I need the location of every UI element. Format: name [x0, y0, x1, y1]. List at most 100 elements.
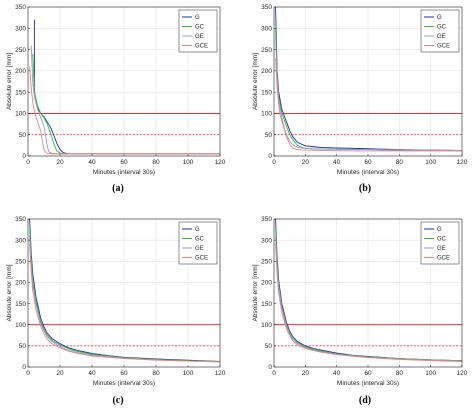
y-tick-label: 0	[22, 364, 26, 371]
panel-label: (a)	[112, 183, 124, 194]
series-line-gce	[275, 58, 462, 152]
x-tick-label: 0	[272, 159, 276, 166]
y-tick-label: 300	[15, 25, 26, 32]
y-tick-label: 200	[15, 68, 26, 75]
x-tick-label: 100	[425, 159, 436, 166]
y-tick-label: 50	[265, 132, 273, 139]
legend-label-gce: GCE	[437, 256, 450, 262]
legend-label-g: G	[437, 227, 442, 233]
y-tick-label: 200	[261, 280, 272, 287]
y-tick-label: 100	[261, 322, 272, 329]
x-tick-label: 40	[88, 370, 96, 377]
series-line-g	[275, 7, 462, 151]
x-tick-label: 20	[302, 159, 310, 166]
x-tick-label: 120	[215, 370, 226, 377]
y-tick-label: 100	[15, 322, 26, 329]
legend-label-gc: GC	[437, 25, 447, 31]
y-tick-label: 0	[268, 364, 272, 371]
x-axis-label: Minutes (interval 30s)	[337, 380, 399, 387]
legend-label-ge: GE	[195, 34, 204, 40]
x-tick-label: 80	[152, 370, 160, 377]
y-tick-label: 350	[261, 216, 272, 223]
y-tick-label: 50	[19, 132, 27, 139]
x-tick-label: 60	[364, 370, 372, 377]
legend-label-gc: GC	[437, 237, 447, 243]
x-tick-label: 80	[152, 159, 160, 166]
x-tick-label: 60	[120, 159, 128, 166]
chart-panel: 0 20 40 60 80 100 120 0 50 100 150 200 250 300 350 Minu…	[6, 4, 226, 194]
x-tick-label: 60	[364, 159, 372, 166]
legend-label-ge: GE	[195, 246, 204, 252]
y-tick-label: 200	[15, 280, 26, 287]
y-tick-label: 100	[261, 111, 272, 118]
chart-panel: 0 20 40 60 80 100 120 0 50 100 150 200 250 300 350 Minu…	[252, 4, 468, 194]
legend-label-gc: GC	[195, 25, 205, 31]
x-tick-label: 0	[272, 370, 276, 377]
y-tick-label: 0	[22, 153, 26, 160]
x-tick-label: 100	[425, 370, 436, 377]
y-axis-label: Absolute error [mm]	[6, 264, 13, 321]
y-tick-label: 250	[261, 47, 272, 54]
x-tick-label: 20	[56, 370, 64, 377]
y-tick-label: 50	[19, 343, 27, 350]
y-tick-label: 150	[261, 301, 272, 308]
x-axis-label: Minutes (interval 30s)	[337, 169, 399, 176]
x-tick-label: 40	[333, 370, 341, 377]
x-tick-label: 100	[183, 370, 194, 377]
legend-label-gc: GC	[195, 237, 205, 243]
chart-panel: 0 20 40 60 80 100 120 0 50 100 150 200 250 300 350 Minu…	[6, 216, 226, 406]
legend-label-gce: GCE	[437, 44, 450, 50]
x-tick-label: 80	[396, 159, 404, 166]
legend: G GC GE GCE	[420, 221, 460, 265]
y-tick-label: 350	[15, 216, 26, 223]
legend: G GC GE GCE	[178, 221, 218, 265]
x-tick-label: 0	[26, 159, 30, 166]
panel-label: (d)	[359, 395, 371, 406]
x-tick-label: 20	[56, 159, 64, 166]
y-tick-label: 350	[261, 4, 272, 11]
y-tick-label: 150	[15, 89, 26, 96]
y-tick-label: 250	[15, 47, 26, 54]
legend-label-ge: GE	[437, 34, 446, 40]
y-tick-label: 50	[265, 343, 273, 350]
y-tick-label: 150	[15, 301, 26, 308]
panel-label: (b)	[359, 183, 371, 194]
legend-label-gce: GCE	[195, 256, 208, 262]
y-tick-label: 200	[261, 68, 272, 75]
chart-panel: 0 20 40 60 80 100 120 0 50 100 150 200 250 300 350 Minu…	[252, 216, 468, 406]
x-tick-label: 20	[302, 370, 310, 377]
y-tick-label: 300	[261, 25, 272, 32]
y-tick-label: 350	[15, 4, 26, 11]
y-tick-label: 250	[15, 258, 26, 265]
x-tick-label: 120	[215, 159, 226, 166]
y-axis-label: Absolute error [mm]	[6, 53, 13, 110]
legend: G GC GE GCE	[420, 9, 460, 53]
y-tick-label: 250	[261, 258, 272, 265]
panel-label: (c)	[112, 395, 123, 406]
x-tick-label: 60	[120, 370, 128, 377]
y-axis-label: Absolute error [mm]	[252, 53, 259, 110]
legend: G GC GE GCE	[178, 9, 218, 53]
series-line-gce	[29, 66, 220, 155]
legend-label-gce: GCE	[195, 44, 208, 50]
legend-label-g: G	[437, 15, 442, 21]
x-axis-label: Minutes (interval 30s)	[93, 169, 155, 176]
y-tick-label: 0	[268, 153, 272, 160]
x-tick-label: 0	[26, 370, 30, 377]
series-line-gce	[275, 244, 462, 362]
y-axis-label: Absolute error [mm]	[252, 264, 259, 321]
x-tick-label: 120	[457, 159, 468, 166]
y-tick-label: 300	[15, 237, 26, 244]
x-tick-label: 40	[333, 159, 341, 166]
legend-label-g: G	[195, 15, 200, 21]
legend-label-g: G	[195, 227, 200, 233]
x-axis-label: Minutes (interval 30s)	[93, 380, 155, 387]
x-tick-label: 80	[396, 370, 404, 377]
y-tick-label: 150	[261, 89, 272, 96]
y-tick-label: 100	[15, 111, 26, 118]
y-tick-label: 300	[261, 237, 272, 244]
legend-label-ge: GE	[437, 246, 446, 252]
x-tick-label: 40	[88, 159, 96, 166]
series-line-gce	[29, 244, 220, 363]
